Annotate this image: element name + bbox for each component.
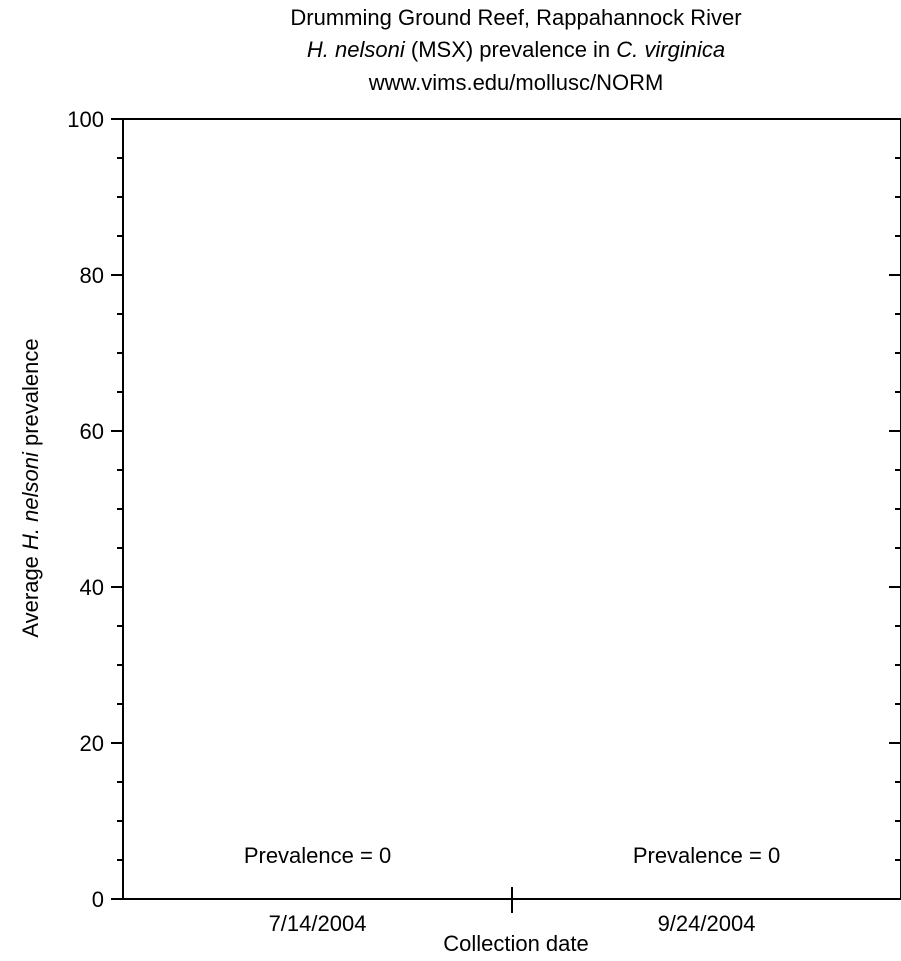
chart-title: Drumming Ground Reef, Rappahannock River…	[290, 5, 741, 95]
title-species-b: C. virginica	[616, 37, 725, 62]
y-axis-title-italic: H. nelsoni	[18, 451, 43, 550]
x-tick-label: 9/24/2004	[658, 911, 756, 936]
y-axis-title-suffix: prevalence	[18, 338, 43, 452]
y-tick-label: 40	[80, 575, 104, 600]
plot-frame	[122, 118, 901, 900]
x-tick-label: 7/14/2004	[269, 911, 367, 936]
bar-value-annotation: Prevalence = 0	[244, 843, 391, 868]
x-axis-title: Collection date	[443, 931, 589, 956]
y-tick-label: 80	[80, 263, 104, 288]
x-axis: 7/14/2004 9/24/2004	[269, 887, 756, 936]
bar-value-annotation: Prevalence = 0	[633, 843, 780, 868]
title-line-3: www.vims.edu/mollusc/NORM	[368, 70, 664, 95]
y-tick-label: 0	[92, 887, 104, 912]
y-axis-right	[889, 118, 901, 900]
title-middle: (MSX) prevalence in	[405, 37, 617, 62]
y-tick-label: 100	[67, 107, 104, 132]
y-axis-title-prefix: Average	[18, 550, 43, 638]
title-line-1: Drumming Ground Reef, Rappahannock River	[290, 5, 741, 30]
y-tick-label: 20	[80, 731, 104, 756]
title-species-a: H. nelsoni	[307, 37, 406, 62]
title-line-2: H. nelsoni (MSX) prevalence in C. virgin…	[307, 37, 725, 62]
y-tick-label: 60	[80, 419, 104, 444]
y-axis-title: Average H. nelsoni prevalence	[18, 338, 43, 637]
y-axis: 0 20 40 60 80 100	[67, 107, 123, 912]
annotations: Prevalence = 0 Prevalence = 0	[244, 843, 780, 868]
